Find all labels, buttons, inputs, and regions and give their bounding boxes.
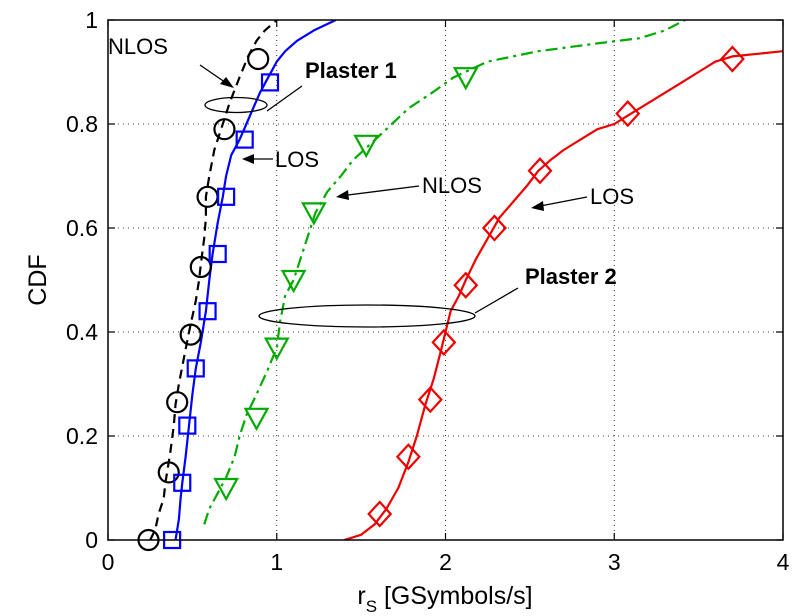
plaster-1-los-marker-square <box>260 73 280 92</box>
plaster-2-nlos-marker-triangle <box>280 269 307 294</box>
los-arrowhead-2 <box>531 201 544 211</box>
plaster2-label: Plaster 2 <box>525 264 617 289</box>
x-tick-label: 1 <box>270 549 283 575</box>
plaster-1-nlos-marker-circle <box>157 461 180 484</box>
plaster1-ellipse <box>204 96 268 114</box>
axis-ticks: 0 1 2 3 4 0 0.2 0.4 0.6 0.8 1 <box>66 7 790 575</box>
plaster-1-nlos-marker-circle <box>247 47 270 71</box>
plaster-2-los-marker-diamond <box>367 500 393 528</box>
plaster-1-los-marker-square <box>208 244 227 264</box>
y-tick-label: 1 <box>85 7 98 33</box>
y-tick-label: 0.8 <box>66 111 98 137</box>
nlos-label-2: NLOS <box>422 173 482 198</box>
y-tick-label: 0.4 <box>66 319 98 345</box>
nlos-arrowhead-2 <box>336 190 349 200</box>
series-markers <box>137 45 745 552</box>
los-arrowhead-1 <box>242 154 254 164</box>
los-arrow-2 <box>534 196 588 208</box>
nlos-arrow-2 <box>339 185 420 197</box>
plaster-2-los-marker-diamond <box>527 157 553 185</box>
plaster-1-los-marker-square <box>173 473 192 492</box>
plaster-2-los-marker-diamond <box>417 385 443 414</box>
y-tick-label: 0 <box>85 527 98 553</box>
plaster-2-los-marker-diamond <box>481 214 507 242</box>
plaster-2-nlos-line <box>203 20 686 525</box>
x-tick-label: 4 <box>777 549 790 575</box>
x-axis-label: rS [GSymbols/s] <box>357 582 532 616</box>
plaster-2-los-marker-diamond <box>431 328 457 357</box>
plaster-1-nlos-marker-circle <box>166 391 189 414</box>
plaster-1-los-marker-square <box>217 187 236 206</box>
nlos-label-1: NLOS <box>108 34 168 59</box>
y-tick-label: 0.6 <box>66 215 98 241</box>
plaster1-leader <box>266 85 303 112</box>
los-label-2: LOS <box>590 184 634 209</box>
plaster-2-nlos-marker-triangle <box>452 67 479 91</box>
plaster-2-los-marker-diamond <box>615 99 641 128</box>
plaster-1-los-line <box>174 20 337 540</box>
x-axis-label-rest: [GSymbols/s] <box>377 582 533 610</box>
grid <box>108 20 783 540</box>
x-tick-label: 3 <box>608 549 621 575</box>
y-axis-label: CDF <box>24 254 52 305</box>
x-tick-label: 0 <box>102 549 115 575</box>
plaster-2-nlos-marker-triangle <box>213 477 239 502</box>
plaster-2-los-marker-diamond <box>395 443 421 471</box>
plaster-1-nlos-line <box>149 20 278 540</box>
plaster-1-los-marker-square <box>186 359 205 378</box>
x-tick-label: 2 <box>439 549 452 575</box>
x-axis-label-sub: S <box>366 597 377 616</box>
plaster-2-los-marker-diamond <box>453 271 479 299</box>
plaster-2-los-marker-diamond <box>719 45 745 73</box>
los-label-1: LOS <box>275 147 319 172</box>
plaster2-ellipse <box>258 304 476 328</box>
plaster-2-nlos-marker-triangle <box>301 202 327 226</box>
plaster-2-nlos-marker-triangle <box>353 134 380 159</box>
plaster-1-nlos-marker-circle <box>213 118 236 141</box>
nlos-arrowhead-1 <box>220 77 234 88</box>
x-axis-label-main: r <box>357 582 365 610</box>
plaster-1-los-marker-square <box>235 130 254 149</box>
plaster-2-nlos-marker-triangle <box>263 337 290 361</box>
plaster-1-nlos-marker-circle <box>179 323 202 346</box>
plaster-1-nlos-marker-circle <box>189 255 212 279</box>
plaster-1-los-marker-square <box>178 416 197 435</box>
y-tick-label: 0.2 <box>66 423 98 449</box>
plaster-2-nlos-marker-triangle <box>243 407 270 432</box>
plaster1-label: Plaster 1 <box>305 58 397 83</box>
plaster-1-los-marker-square <box>198 302 217 321</box>
plaster2-leader <box>474 287 519 314</box>
